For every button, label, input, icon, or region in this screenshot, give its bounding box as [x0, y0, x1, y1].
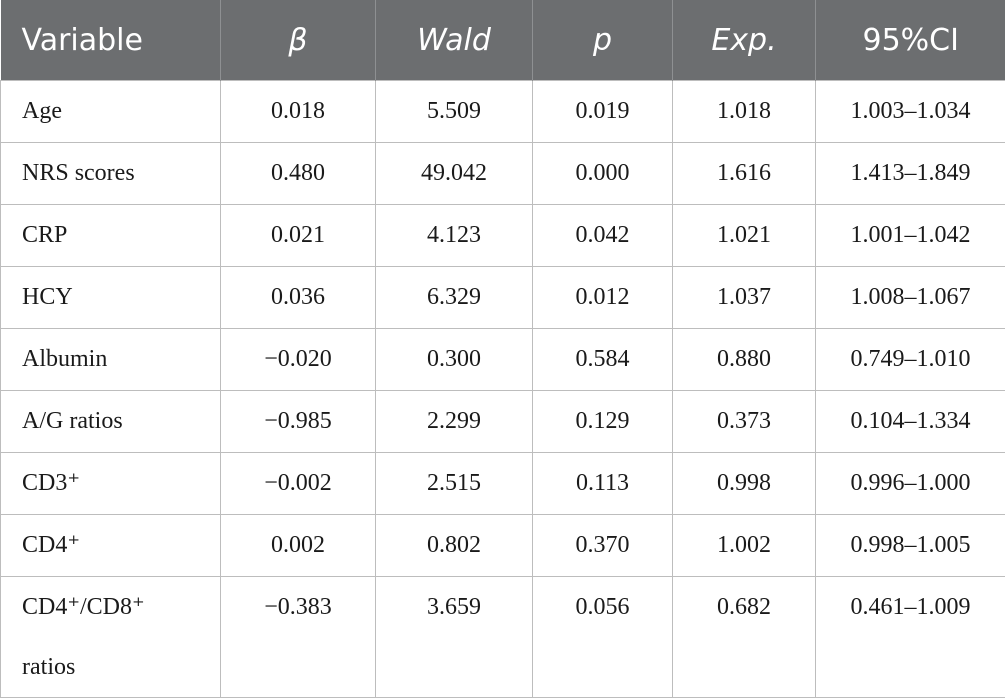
- cell-beta: 0.036: [221, 267, 376, 329]
- cell-beta: 0.018: [221, 81, 376, 143]
- cell-p: 0.019: [533, 81, 673, 143]
- header-beta: β: [221, 0, 376, 81]
- cell-wald: 0.300: [376, 329, 533, 391]
- cell-exp: 0.880: [673, 329, 816, 391]
- cell-variable: CRP: [1, 205, 221, 267]
- cell-p: 0.042: [533, 205, 673, 267]
- header-p: p: [533, 0, 673, 81]
- table-row: A/G ratios −0.985 2.299 0.129 0.373 0.10…: [1, 391, 1005, 453]
- cell-exp: 1.002: [673, 515, 816, 577]
- table-row: NRS scores 0.480 49.042 0.000 1.616 1.41…: [1, 143, 1005, 205]
- cell-variable: Albumin: [1, 329, 221, 391]
- cell-p: 0.129: [533, 391, 673, 453]
- cell-wald: 6.329: [376, 267, 533, 329]
- cell-p: 0.000: [533, 143, 673, 205]
- cell-exp: 1.616: [673, 143, 816, 205]
- table-row: CD3⁺ −0.002 2.515 0.113 0.998 0.996–1.00…: [1, 453, 1005, 515]
- cell-variable-text: CD4⁺/CD8⁺ ratios: [22, 577, 197, 697]
- cell-exp: 0.682: [673, 577, 816, 698]
- cell-beta: −0.020: [221, 329, 376, 391]
- cell-beta: 0.480: [221, 143, 376, 205]
- cell-beta: −0.985: [221, 391, 376, 453]
- cell-wald: 5.509: [376, 81, 533, 143]
- cell-ci: 1.008–1.067: [816, 267, 1005, 329]
- cell-variable: HCY: [1, 267, 221, 329]
- cell-wald: 0.802: [376, 515, 533, 577]
- table-row: Albumin −0.020 0.300 0.584 0.880 0.749–1…: [1, 329, 1005, 391]
- table-row: HCY 0.036 6.329 0.012 1.037 1.008–1.067: [1, 267, 1005, 329]
- cell-variable: CD4⁺: [1, 515, 221, 577]
- cell-ci: 1.001–1.042: [816, 205, 1005, 267]
- cell-p: 0.370: [533, 515, 673, 577]
- cell-beta: 0.002: [221, 515, 376, 577]
- cell-p: 0.113: [533, 453, 673, 515]
- cell-wald: 2.299: [376, 391, 533, 453]
- cell-ci: 0.104–1.334: [816, 391, 1005, 453]
- cell-exp: 0.373: [673, 391, 816, 453]
- cell-beta: −0.383: [221, 577, 376, 698]
- cell-ci: 0.998–1.005: [816, 515, 1005, 577]
- cell-exp: 1.018: [673, 81, 816, 143]
- table-body: Age 0.018 5.509 0.019 1.018 1.003–1.034 …: [1, 81, 1005, 698]
- cell-wald: 4.123: [376, 205, 533, 267]
- table-row: CRP 0.021 4.123 0.042 1.021 1.001–1.042: [1, 205, 1005, 267]
- cell-beta: 0.021: [221, 205, 376, 267]
- cell-variable: CD4⁺/CD8⁺ ratios: [1, 577, 221, 698]
- cell-ci: 1.003–1.034: [816, 81, 1005, 143]
- cell-variable: CD3⁺: [1, 453, 221, 515]
- header-exp: Exp.: [673, 0, 816, 81]
- cell-variable: Age: [1, 81, 221, 143]
- header-variable: Variable: [1, 0, 221, 81]
- cell-ci: 0.749–1.010: [816, 329, 1005, 391]
- cell-exp: 1.037: [673, 267, 816, 329]
- cell-exp: 0.998: [673, 453, 816, 515]
- cell-ci: 0.461–1.009: [816, 577, 1005, 698]
- table-header: Variable β Wald p Exp. 95%CI: [1, 0, 1005, 81]
- cell-p: 0.012: [533, 267, 673, 329]
- table-row: CD4⁺ 0.002 0.802 0.370 1.002 0.998–1.005: [1, 515, 1005, 577]
- cell-wald: 49.042: [376, 143, 533, 205]
- cell-p: 0.056: [533, 577, 673, 698]
- cell-variable: A/G ratios: [1, 391, 221, 453]
- cell-p: 0.584: [533, 329, 673, 391]
- cell-variable: NRS scores: [1, 143, 221, 205]
- cell-wald: 2.515: [376, 453, 533, 515]
- header-wald: Wald: [376, 0, 533, 81]
- cell-beta: −0.002: [221, 453, 376, 515]
- header-row: Variable β Wald p Exp. 95%CI: [1, 0, 1005, 81]
- header-ci: 95%CI: [816, 0, 1005, 81]
- cell-ci: 0.996–1.000: [816, 453, 1005, 515]
- table-row: CD4⁺/CD8⁺ ratios −0.383 3.659 0.056 0.68…: [1, 577, 1005, 698]
- table-row: Age 0.018 5.509 0.019 1.018 1.003–1.034: [1, 81, 1005, 143]
- cell-exp: 1.021: [673, 205, 816, 267]
- cell-ci: 1.413–1.849: [816, 143, 1005, 205]
- cell-wald: 3.659: [376, 577, 533, 698]
